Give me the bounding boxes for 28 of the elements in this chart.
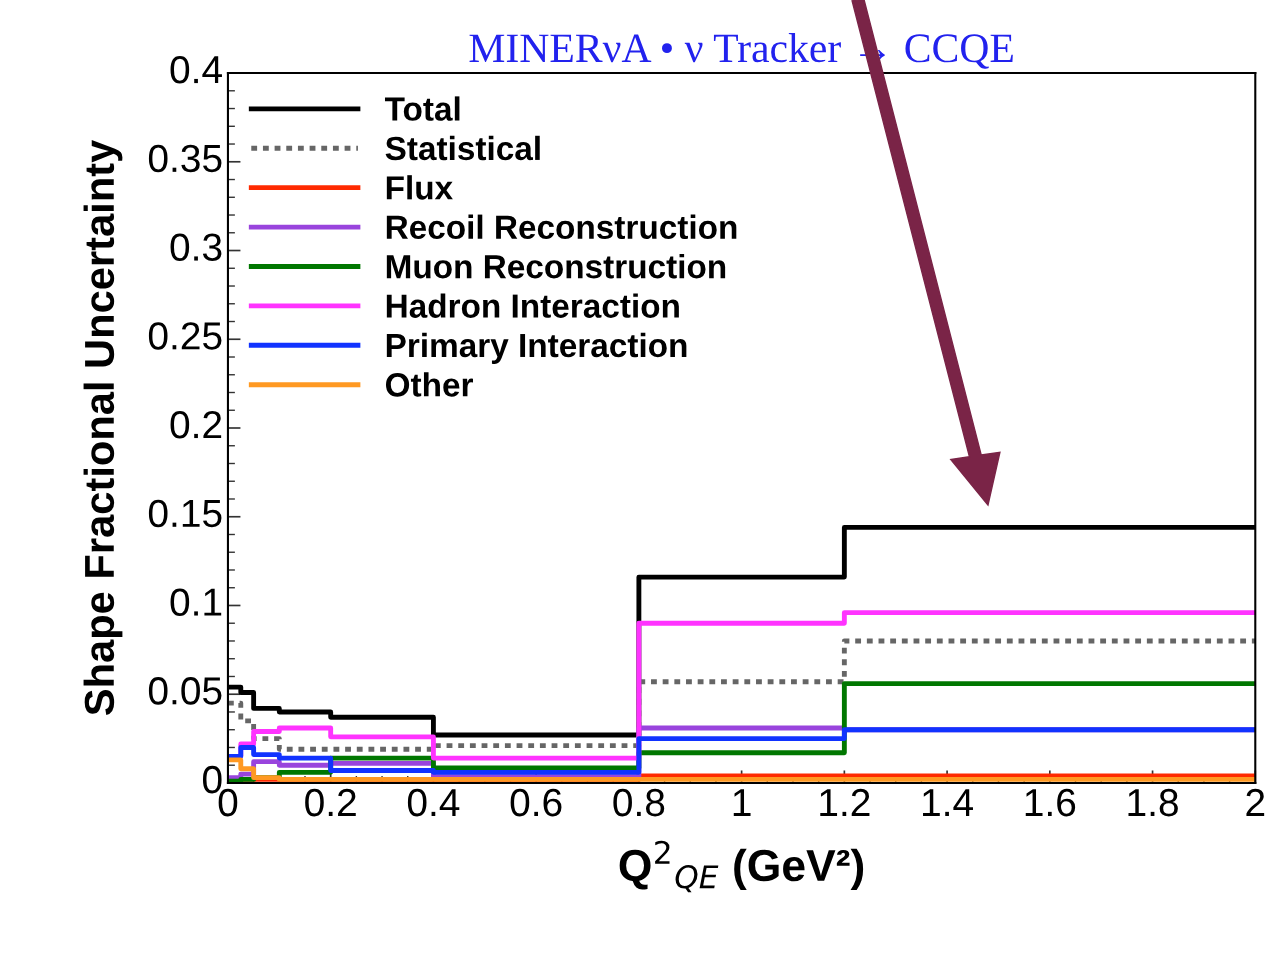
legend-label: Total: [384, 96, 460, 121]
y-tick-label: 0.1: [170, 588, 222, 616]
legend-label: Other: [385, 372, 474, 397]
x-tick-label: 0.8: [613, 788, 665, 817]
y-tick-label: 0.2: [170, 410, 222, 439]
y-tick-label: 0.35: [148, 144, 222, 173]
legend-label: Muon Reconstruction: [386, 254, 726, 279]
x-tick-label: 0.2: [305, 788, 356, 817]
x-tick-label: 0.4: [407, 788, 460, 817]
x-tick-label: 1: [733, 789, 751, 817]
legend-label: Primary Interaction: [386, 332, 687, 364]
y-tick-label: 0.3: [170, 233, 222, 261]
y-axis-title: Shape Fractional Uncertainty: [83, 139, 123, 716]
y-tick-label: 0.25: [148, 322, 222, 350]
y-tick-label: 0.15: [148, 499, 222, 528]
x-tick-label: 1.8: [1128, 788, 1178, 817]
x-tick-label: 1.4: [923, 789, 973, 817]
x-tick-label: 2: [1246, 788, 1265, 817]
legend-label: Recoil Reconstruction: [386, 214, 737, 240]
x-axis-title: Q$^{2}$$_{QE}$ (GeV²): [619, 840, 864, 893]
legend-label: Hadron Interaction: [386, 293, 679, 318]
x-tick-label: 0.6: [510, 788, 562, 817]
y-tick-label: 0.05: [148, 677, 222, 705]
x-tick-label: 1.2: [820, 788, 870, 817]
x-tick-label: 1.6: [1025, 788, 1076, 817]
legend-label: Statistical: [385, 135, 540, 161]
legend-label: Flux: [386, 175, 453, 200]
y-tick-label: 0.4: [170, 55, 222, 84]
